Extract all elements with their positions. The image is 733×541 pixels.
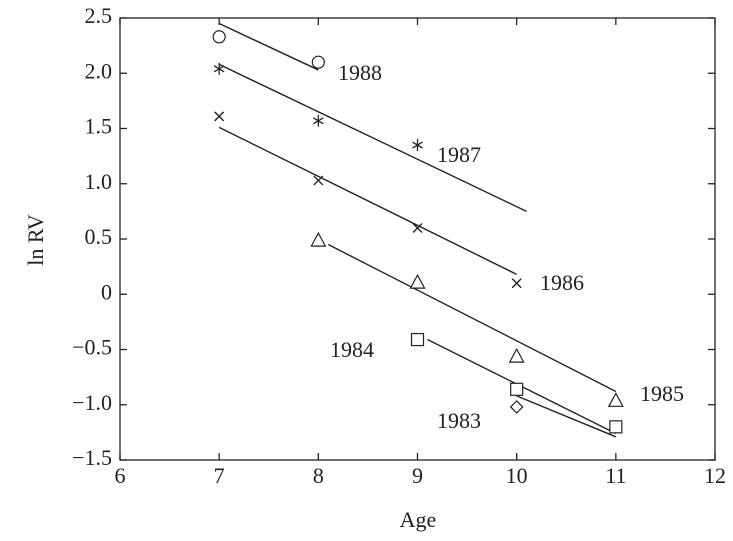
fit-line — [327, 243, 617, 393]
x-tick-label: 9 — [412, 463, 423, 488]
x-tick-label: 11 — [605, 463, 626, 488]
marker — [311, 55, 325, 69]
series-label: 1988 — [338, 60, 382, 85]
marker — [510, 382, 524, 396]
y-tick-label: −0.5 — [72, 335, 112, 360]
marker — [412, 222, 423, 233]
marker — [212, 30, 226, 44]
y-tick-label: 0 — [101, 279, 112, 304]
fit-line — [218, 22, 319, 71]
y-tick-label: −1.5 — [72, 445, 112, 470]
fit-line — [516, 395, 617, 438]
marker — [410, 332, 425, 347]
marker — [508, 347, 525, 363]
marker — [213, 62, 225, 75]
x-tick-label: 10 — [506, 463, 528, 488]
marker — [310, 231, 327, 247]
marker — [412, 139, 423, 152]
marker — [607, 392, 624, 407]
series-label: 1983 — [437, 408, 481, 433]
series-label: 1985 — [640, 381, 684, 406]
x-axis-label: Age — [400, 507, 437, 532]
plot-frame — [119, 17, 716, 461]
x-tick-label: 7 — [214, 463, 225, 488]
series-label: 1987 — [437, 142, 481, 167]
series-label: 1984 — [330, 337, 374, 362]
y-tick-label: 1.5 — [85, 114, 113, 139]
fit-line — [218, 126, 517, 275]
y-tick-label: 2.0 — [85, 58, 113, 83]
y-tick-label: 0.5 — [85, 224, 113, 249]
marker — [409, 273, 426, 289]
x-tick-label: 6 — [115, 463, 126, 488]
y-tick-label: 2.5 — [85, 3, 113, 28]
x-tick-label: 8 — [313, 463, 324, 488]
marker — [313, 175, 324, 186]
marker — [214, 111, 225, 122]
marker — [511, 278, 522, 289]
y-axis-label: ln RV — [23, 214, 48, 266]
y-tick-label: 1.0 — [85, 169, 113, 194]
fit-line — [218, 63, 527, 213]
marker — [509, 400, 524, 414]
marker — [312, 114, 324, 127]
x-tick-label: 12 — [704, 463, 726, 488]
series-label: 1986 — [540, 270, 584, 295]
y-tick-label: −1.0 — [72, 390, 112, 415]
marker — [609, 420, 623, 434]
